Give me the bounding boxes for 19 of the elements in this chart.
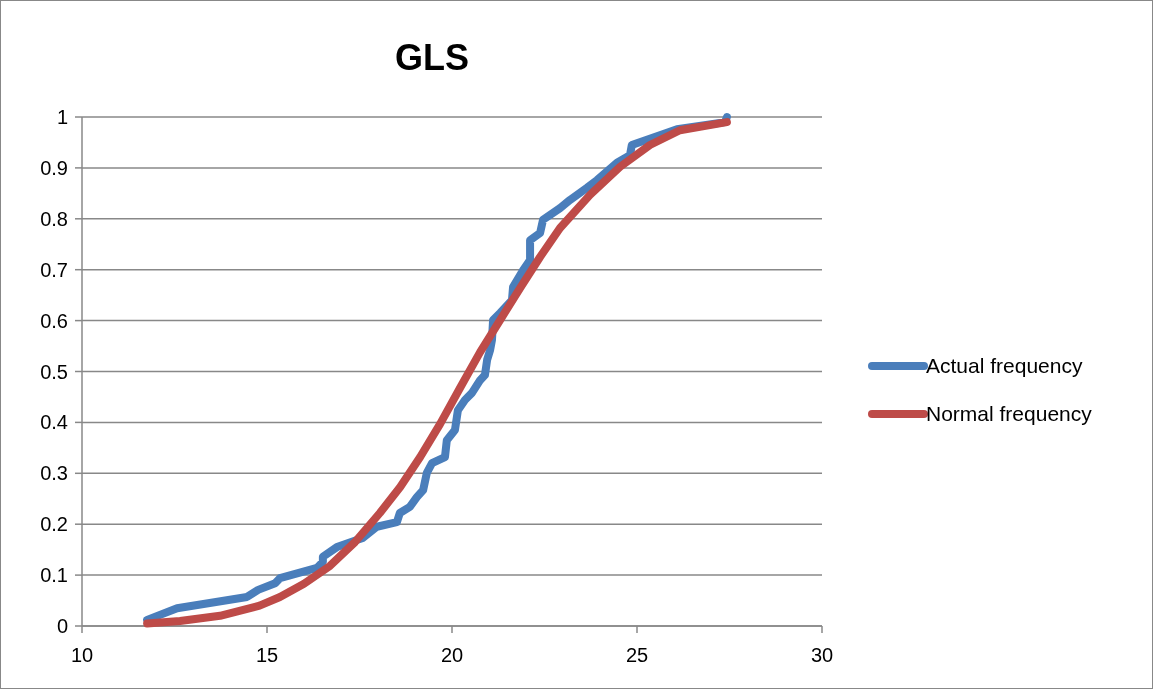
x-tick-label: 25 — [625, 644, 649, 666]
legend-label: Actual frequency — [926, 354, 1083, 378]
x-tick-label: 20 — [440, 644, 464, 666]
y-tick-label: 0.5 — [40, 360, 68, 383]
y-tick-label: 1 — [56, 106, 68, 128]
y-tick-label: 0.4 — [40, 411, 68, 434]
x-tick-label: 30 — [810, 644, 834, 666]
x-tick-label: 15 — [255, 644, 279, 666]
y-tick-label: 0 — [56, 615, 68, 637]
y-tick-label: 0.1 — [40, 564, 68, 587]
y-tick-label: 0.2 — [40, 513, 68, 536]
chart-title: GLS — [394, 37, 470, 78]
y-tick-label: 0.8 — [40, 207, 68, 230]
y-tick-label: 0.7 — [40, 258, 68, 281]
y-tick-label: 0.3 — [40, 462, 68, 485]
x-tick-label: 10 — [70, 644, 94, 666]
y-tick-label: 0.6 — [40, 309, 68, 332]
legend-label: Normal frequency — [926, 402, 1093, 426]
y-tick-label: 0.9 — [40, 156, 68, 179]
